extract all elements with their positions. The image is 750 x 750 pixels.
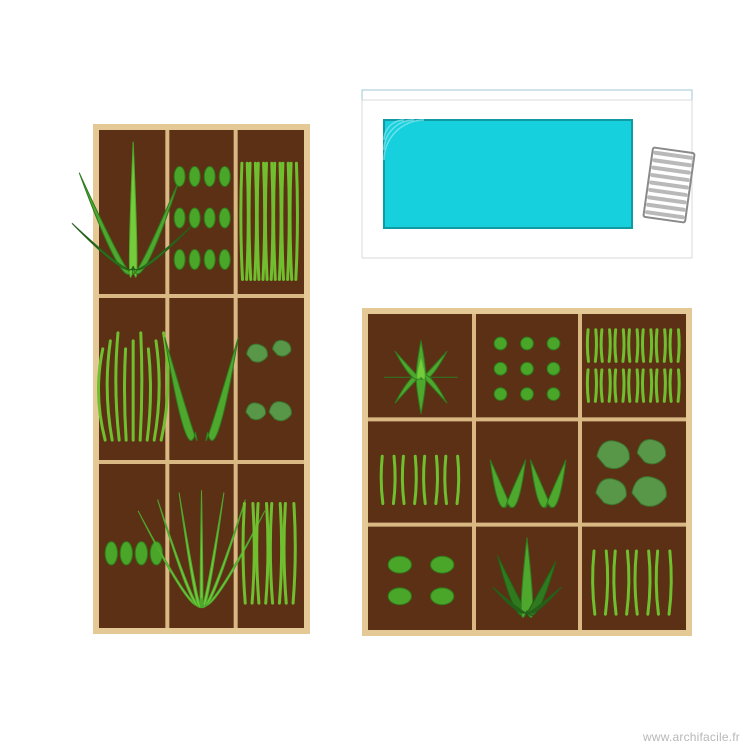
pool-area <box>362 90 695 258</box>
bed-cell <box>384 340 458 414</box>
plan-canvas <box>0 0 750 750</box>
watermark-text: www.archifacile.fr <box>643 730 740 744</box>
bed-cell <box>494 337 560 400</box>
garden-bed <box>72 124 310 634</box>
garden-bed <box>362 308 692 636</box>
